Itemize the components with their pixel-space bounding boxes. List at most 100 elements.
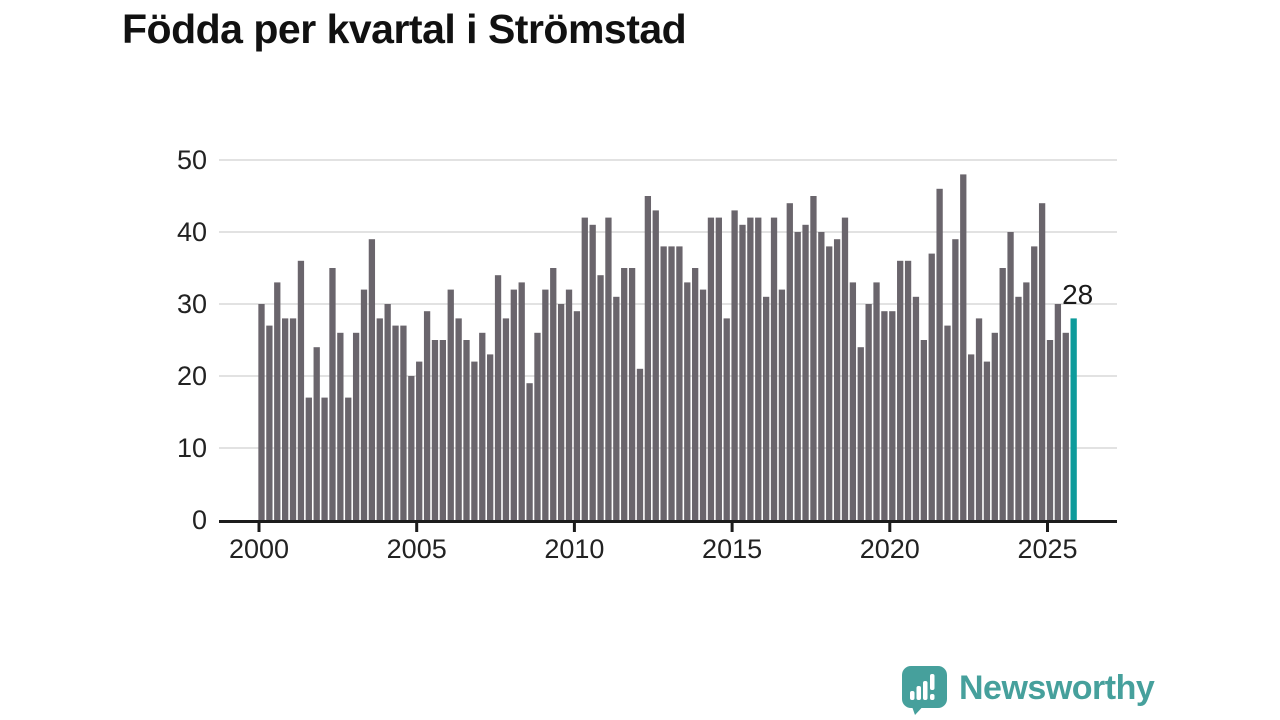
bar xyxy=(762,296,770,520)
bar xyxy=(565,289,573,520)
bar xyxy=(1054,304,1062,520)
bar xyxy=(589,224,596,521)
bar xyxy=(1046,340,1054,520)
bar xyxy=(636,368,644,520)
bar xyxy=(739,224,746,521)
bar xyxy=(936,188,943,521)
bar xyxy=(692,268,699,520)
bar xyxy=(841,217,849,520)
bar xyxy=(360,289,368,520)
bar xyxy=(991,332,998,520)
bar xyxy=(416,361,423,520)
bar xyxy=(479,332,486,520)
bar xyxy=(912,296,920,520)
bar xyxy=(597,275,604,520)
bar xyxy=(778,289,786,520)
bar xyxy=(408,376,415,520)
x-tick-label: 2020 xyxy=(860,534,920,564)
bar xyxy=(684,282,691,520)
bar xyxy=(644,196,652,520)
bar xyxy=(313,347,320,520)
bar xyxy=(794,232,801,520)
bar xyxy=(857,347,864,520)
bar xyxy=(345,397,352,520)
axis-labels: 0 10 20 30 40 50 2000 2005 2010 2015 2020 2025 xyxy=(177,145,1078,564)
x-tick-label: 2005 xyxy=(387,534,447,564)
bar xyxy=(613,296,620,520)
bar xyxy=(518,282,525,520)
bar xyxy=(400,325,407,520)
x-tick-label: 2025 xyxy=(1017,534,1077,564)
bar xyxy=(274,282,281,520)
bar xyxy=(983,361,991,520)
axes xyxy=(219,520,1117,532)
bar xyxy=(826,246,833,520)
bar xyxy=(652,210,659,520)
bar xyxy=(1007,232,1014,520)
latest-value-label: 28 xyxy=(1062,279,1093,310)
y-tick-label: 20 xyxy=(177,361,207,391)
bar xyxy=(873,282,880,520)
bar xyxy=(423,311,431,520)
bar xyxy=(960,174,967,520)
bar xyxy=(786,203,793,520)
bar xyxy=(573,311,581,520)
bar xyxy=(487,354,494,520)
latest-value-annotation: 28 xyxy=(1062,279,1093,310)
bar xyxy=(305,397,312,520)
bar xyxy=(471,361,478,520)
bars xyxy=(258,174,1077,521)
bar xyxy=(881,311,888,520)
bar xyxy=(755,217,762,520)
bar xyxy=(376,318,383,520)
bar xyxy=(392,325,399,520)
bar xyxy=(1031,246,1038,520)
newsworthy-logo: Newsworthy xyxy=(901,665,1155,715)
bar xyxy=(975,318,983,520)
bar xyxy=(581,217,588,520)
bar xyxy=(605,217,612,520)
bar xyxy=(849,282,857,520)
bar xyxy=(494,275,502,520)
bar xyxy=(968,354,975,520)
bar xyxy=(747,217,754,520)
bar xyxy=(660,246,667,520)
y-tick-label: 50 xyxy=(177,145,207,175)
bar xyxy=(818,232,825,520)
bar xyxy=(707,217,715,520)
bar xyxy=(282,318,289,520)
bar xyxy=(1062,332,1069,520)
bar xyxy=(463,340,470,520)
bar xyxy=(802,224,809,521)
newsworthy-logo-icon xyxy=(902,666,947,715)
bar xyxy=(337,332,344,520)
y-tick-label: 40 xyxy=(177,217,207,247)
bar xyxy=(833,239,841,520)
x-tick-label: 2015 xyxy=(702,534,762,564)
bar xyxy=(352,332,360,520)
bar xyxy=(676,246,683,520)
bar xyxy=(699,289,707,520)
bar xyxy=(258,304,265,520)
bar xyxy=(329,268,336,520)
bar xyxy=(944,325,951,520)
gridlines xyxy=(219,159,1117,449)
bar xyxy=(889,311,896,520)
bar xyxy=(731,210,738,520)
bar xyxy=(999,268,1006,520)
bar xyxy=(439,340,447,520)
bar xyxy=(455,318,462,520)
bar xyxy=(810,196,817,520)
bar xyxy=(321,397,328,520)
bar xyxy=(770,217,778,520)
bar xyxy=(928,253,935,520)
bar xyxy=(534,332,541,520)
bar-highlight xyxy=(1070,318,1077,520)
y-tick-label: 30 xyxy=(177,289,207,319)
bar xyxy=(557,304,565,520)
bar xyxy=(1015,296,1022,520)
bar xyxy=(920,340,927,520)
bar xyxy=(628,268,636,520)
y-tick-label: 0 xyxy=(192,505,207,535)
